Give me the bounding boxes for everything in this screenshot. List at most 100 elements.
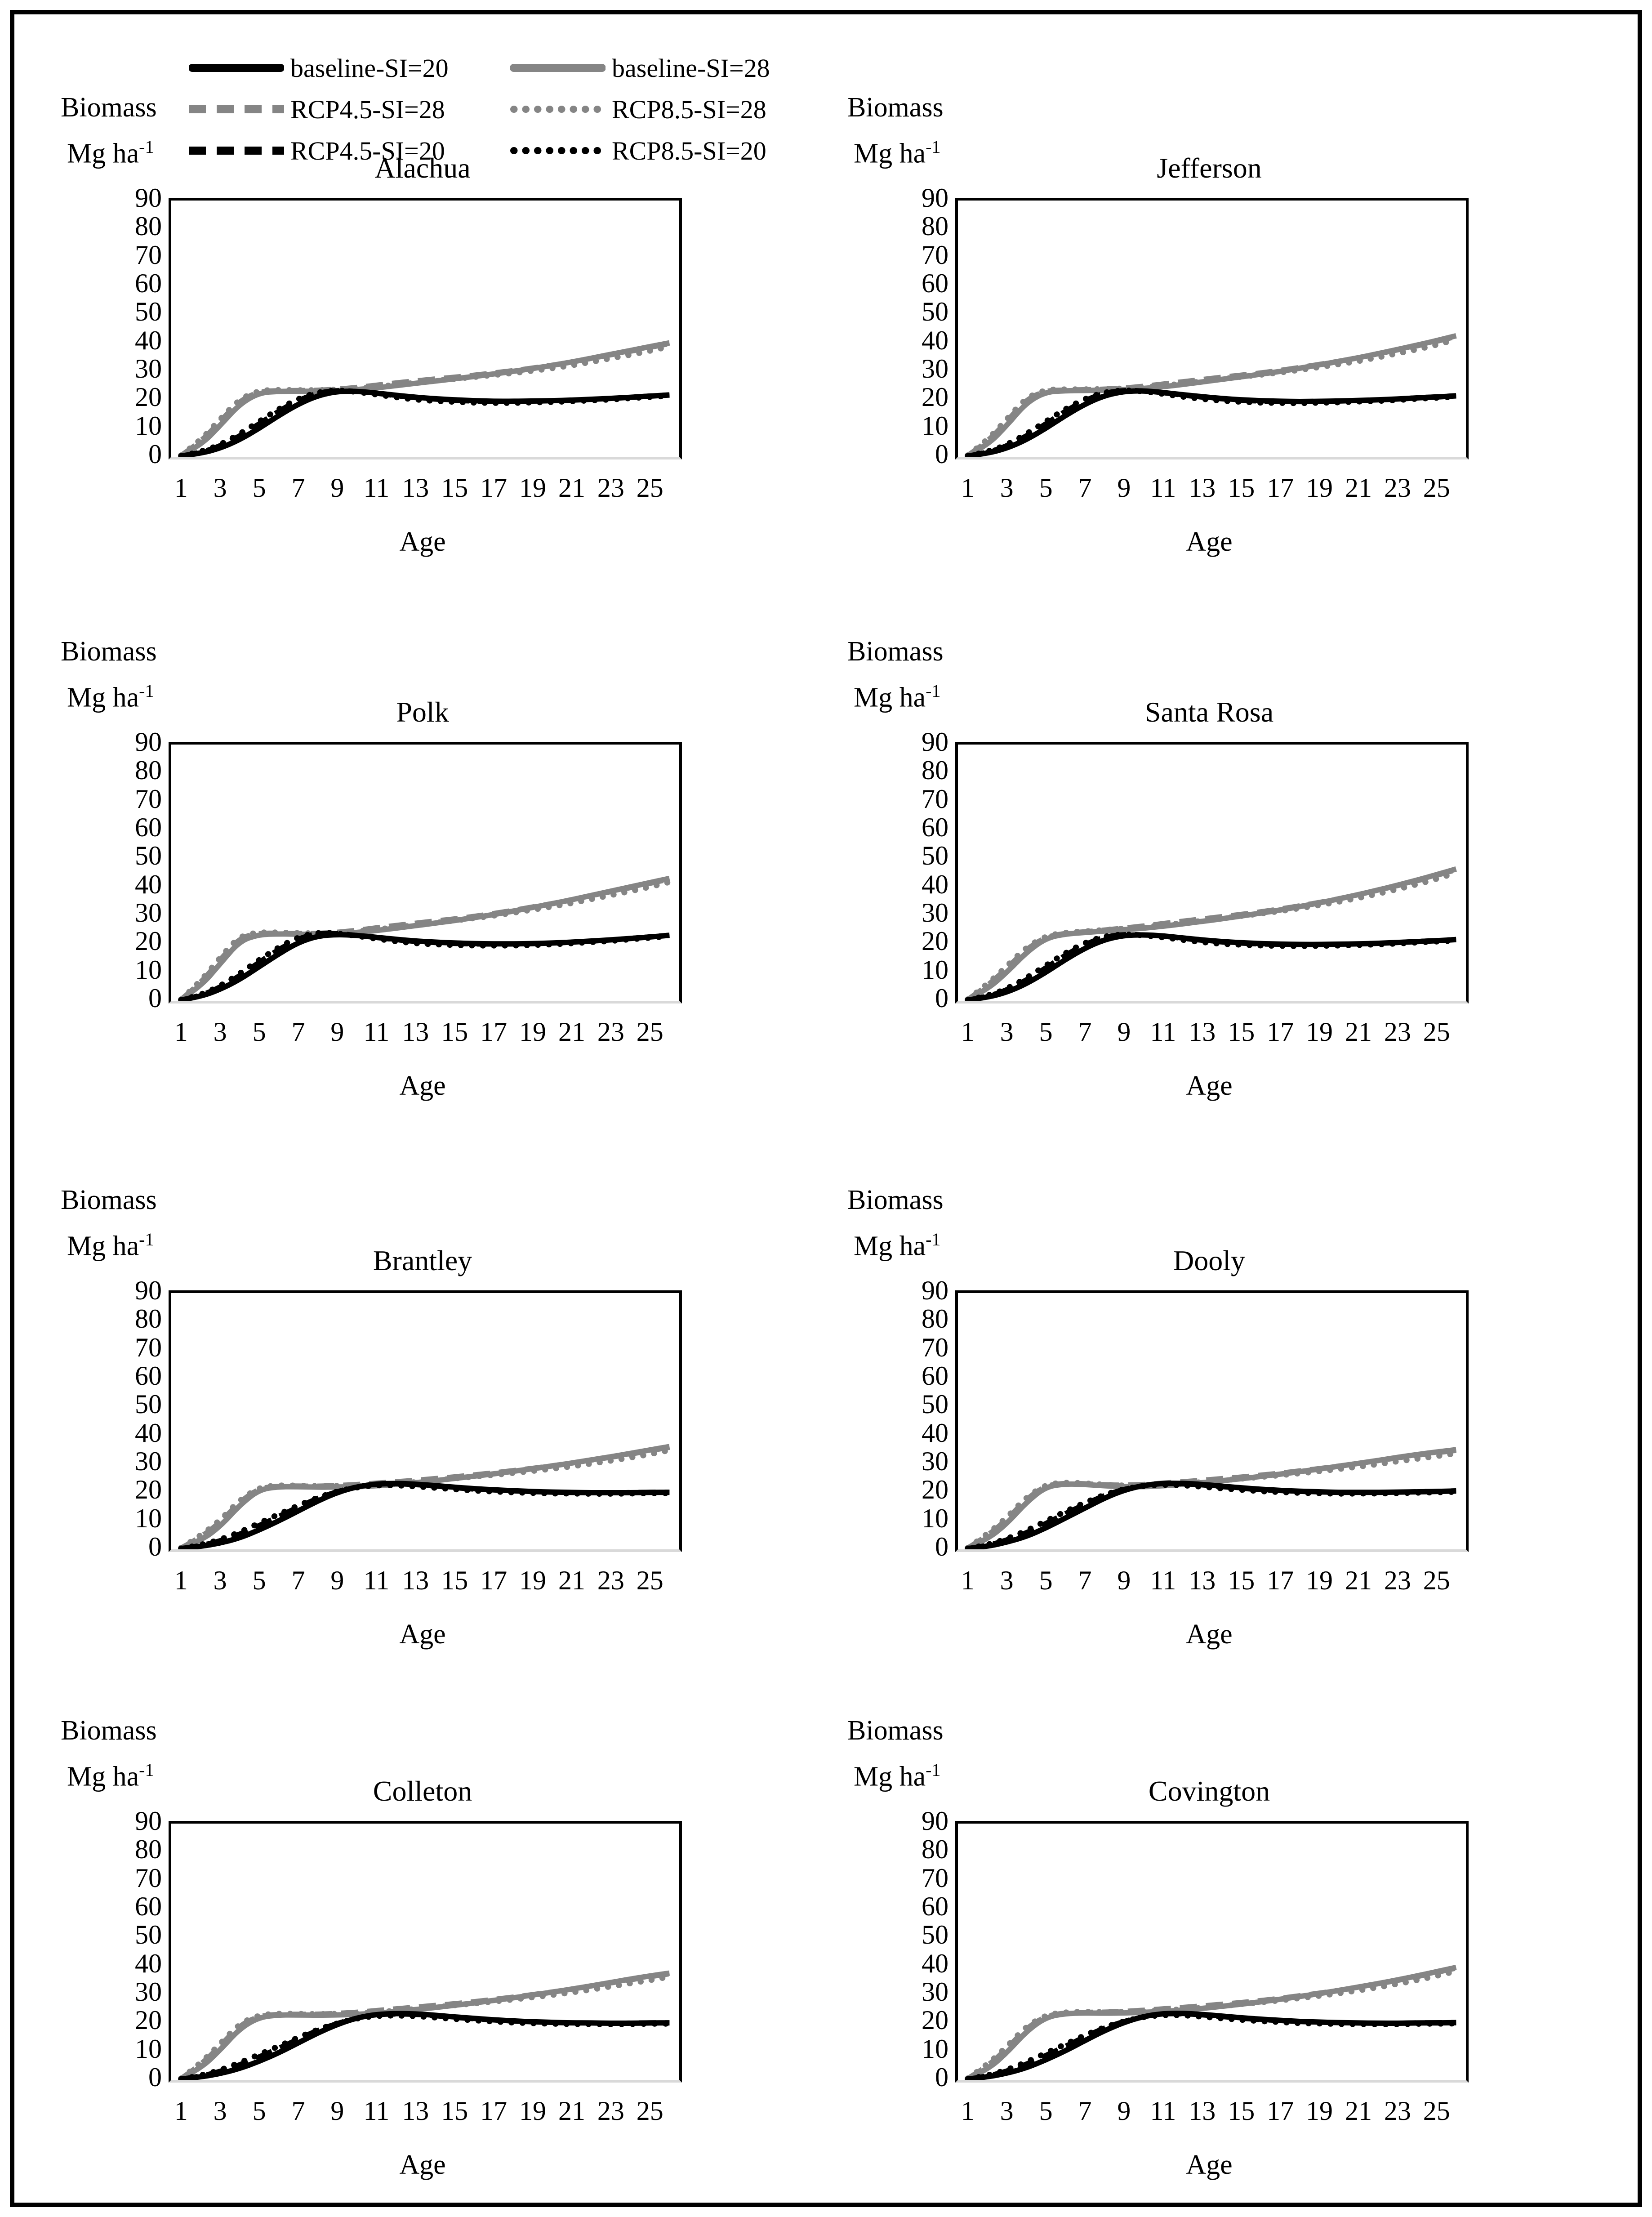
y-axis-unit: Mg ha-1: [61, 127, 157, 174]
y-axis-unit-sup: -1: [926, 137, 941, 157]
x-tick-label-25: 25: [636, 473, 663, 503]
y-tick-label-30: 30: [135, 1446, 162, 1476]
chart-title: Colleton: [373, 1775, 472, 1807]
y-tick-label-30: 30: [922, 898, 948, 928]
y-tick-label-70: 70: [922, 1332, 948, 1362]
y-axis-unit-main: Mg ha: [67, 682, 139, 713]
y-axis-title-line1: Biomass: [847, 1185, 944, 1215]
x-tick-label-1: 1: [174, 2096, 188, 2126]
x-tick-label-21: 21: [1345, 1017, 1372, 1047]
plot-area-polk: [169, 742, 682, 1004]
x-tick-label-13: 13: [1189, 1566, 1216, 1595]
x-tick-label-19: 19: [519, 1566, 547, 1595]
y-tick-label-0: 0: [935, 2062, 948, 2092]
series-baseline-si-28: [180, 1444, 670, 1549]
x-tick-label-5: 5: [252, 1566, 266, 1595]
y-axis-title-line1: Biomass: [847, 92, 944, 123]
y-tick-label-30: 30: [135, 1977, 162, 2007]
y-axis-title-line1: Biomass: [61, 1185, 157, 1215]
x-tick-label-5: 5: [1039, 1017, 1053, 1047]
y-axis-title: Biomass Mg ha-1: [847, 88, 944, 174]
y-tick-label-0: 0: [935, 439, 948, 469]
y-tick-label-40: 40: [135, 1418, 162, 1448]
legend-label: RCP4.5-SI=20: [290, 136, 445, 165]
x-tick-label-11: 11: [363, 473, 390, 503]
x-axis-title: Age: [399, 1071, 446, 1101]
x-tick-label-17: 17: [1267, 1017, 1294, 1047]
y-tick-label-50: 50: [135, 297, 162, 327]
y-tick-label-40: 40: [922, 869, 948, 899]
chart-title: Dooly: [1173, 1245, 1245, 1276]
x-tick-label-15: 15: [441, 1017, 468, 1047]
y-tick-label-80: 80: [135, 1304, 162, 1334]
y-tick-label-40: 40: [922, 1418, 948, 1448]
legend-item-baseline-si-20: baseline-SI=20: [189, 47, 510, 89]
y-tick-label-10: 10: [922, 410, 948, 441]
y-tick-label-80: 80: [922, 211, 948, 241]
x-tick-label-19: 19: [1306, 1566, 1333, 1595]
y-axis-unit-sup: -1: [139, 1760, 154, 1780]
y-tick-label-50: 50: [135, 841, 162, 871]
y-axis-title: Biomass Mg ha-1: [61, 632, 157, 718]
x-tick-label-1: 1: [961, 1566, 975, 1595]
x-tick-label-5: 5: [252, 473, 266, 503]
y-tick-label-0: 0: [935, 983, 948, 1013]
legend-label: RCP8.5-SI=20: [612, 136, 766, 165]
y-tick-label-90: 90: [922, 183, 948, 213]
x-tick-label-9: 9: [330, 1017, 344, 1047]
series-baseline-si-28: [179, 875, 670, 1001]
x-tick-label-13: 13: [1189, 473, 1216, 503]
y-axis-unit: Mg ha-1: [847, 127, 944, 174]
y-axis-unit-main: Mg ha: [67, 1761, 139, 1792]
y-tick-label-60: 60: [135, 1361, 162, 1391]
y-axis-title: Biomass Mg ha-1: [847, 1711, 944, 1797]
y-tick-label-10: 10: [922, 2034, 948, 2064]
y-tick-label-90: 90: [922, 1806, 948, 1836]
series-rcp4-5-si-20: [967, 1481, 1456, 1549]
y-tick-label-30: 30: [135, 354, 162, 384]
y-tick-label-20: 20: [922, 926, 948, 956]
y-tick-label-20: 20: [135, 1475, 162, 1505]
x-tick-label-23: 23: [597, 473, 624, 503]
x-tick-label-17: 17: [480, 1017, 508, 1047]
legend-label: baseline-SI=28: [612, 53, 770, 83]
y-axis-unit-sup: -1: [139, 137, 154, 157]
x-tick-label-13: 13: [1189, 2096, 1216, 2126]
x-tick-label-21: 21: [558, 1566, 585, 1595]
plot-area-colleton: [169, 1821, 682, 2083]
y-axis-unit: Mg ha-1: [61, 1220, 157, 1266]
y-tick-label-60: 60: [135, 268, 162, 298]
y-tick-label-50: 50: [135, 1389, 162, 1419]
x-tick-label-23: 23: [597, 2096, 624, 2126]
x-tick-label-9: 9: [330, 2096, 344, 2126]
legend-item-baseline-si-28: baseline-SI=28: [510, 47, 770, 89]
chart-title: Jefferson: [1157, 152, 1262, 184]
y-tick-label-10: 10: [135, 1503, 162, 1533]
x-tick-label-17: 17: [1267, 1566, 1294, 1595]
y-axis-unit: Mg ha-1: [61, 671, 157, 718]
y-tick-label-80: 80: [922, 1834, 948, 1865]
x-axis-title: Age: [399, 526, 446, 557]
y-axis-unit: Mg ha-1: [61, 1750, 157, 1797]
x-tick-label-11: 11: [363, 1566, 390, 1595]
chart-jefferson: Biomass Mg ha-1 Jefferson 90 80 70 60 50 40 30 20 1…: [814, 88, 1596, 578]
x-tick-label-21: 21: [558, 473, 585, 503]
x-tick-label-11: 11: [1150, 1566, 1176, 1595]
y-axis-unit-sup: -1: [926, 681, 941, 701]
x-tick-label-1: 1: [961, 1017, 975, 1047]
x-tick-label-1: 1: [961, 2096, 975, 2126]
series-baseline-si-20: [967, 1481, 1456, 1549]
x-tick-label-1: 1: [174, 1017, 188, 1047]
x-tick-label-23: 23: [1384, 1017, 1411, 1047]
chart-title: Brantley: [373, 1245, 472, 1276]
x-tick-label-21: 21: [1345, 2096, 1372, 2126]
y-tick-label-90: 90: [922, 1276, 948, 1305]
x-axis-title: Age: [1186, 1619, 1233, 1650]
plot-area-alachua: [169, 198, 682, 459]
y-tick-label-20: 20: [135, 2005, 162, 2035]
x-tick-label-21: 21: [1345, 1566, 1372, 1595]
x-tick-label-23: 23: [597, 1566, 624, 1595]
series-baseline-si-28: [179, 340, 670, 457]
x-tick-label-23: 23: [597, 1017, 624, 1047]
